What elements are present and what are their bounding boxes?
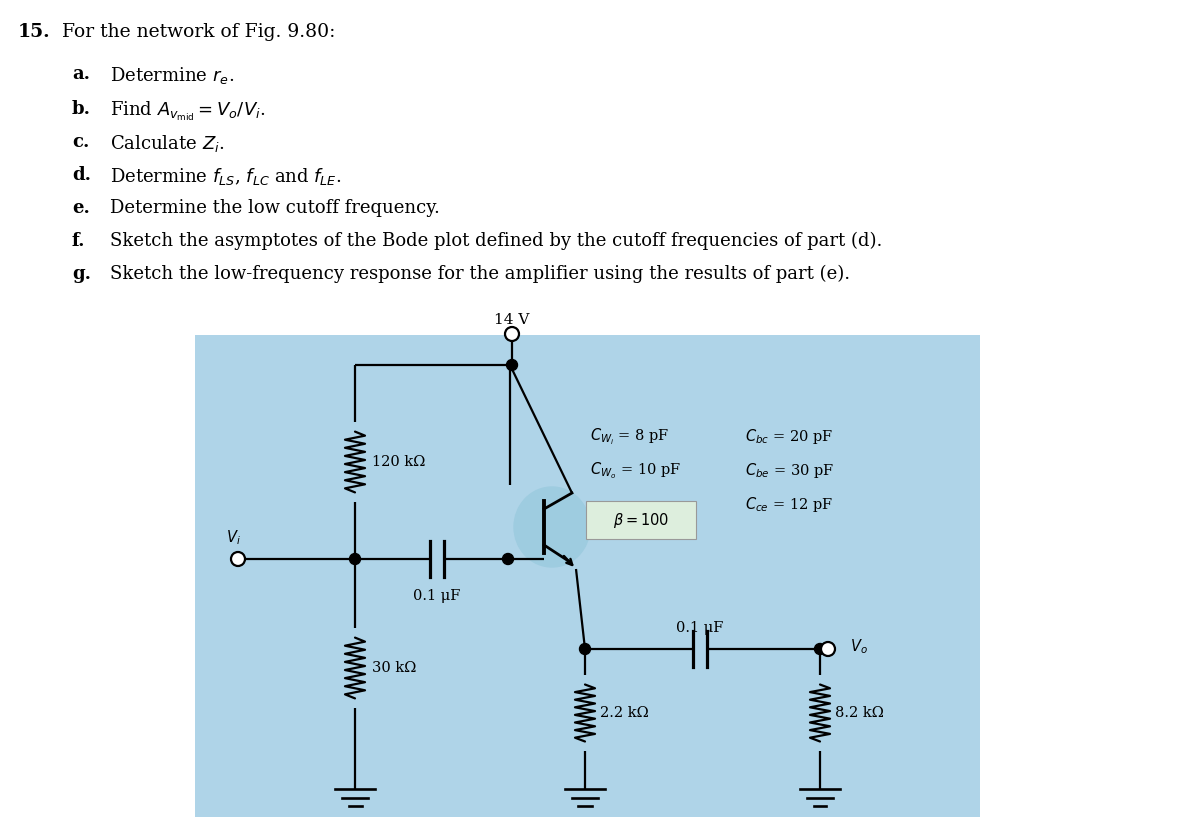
Text: Determine $f_{LS}$, $f_{LC}$ and $f_{LE}$.: Determine $f_{LS}$, $f_{LC}$ and $f_{LE}… — [110, 166, 342, 187]
Text: 8.2 kΩ: 8.2 kΩ — [835, 706, 884, 720]
Text: 14 V: 14 V — [494, 313, 529, 327]
Text: $C_{bc}$ = 20 pF: $C_{bc}$ = 20 pF — [745, 428, 834, 447]
Circle shape — [503, 553, 514, 565]
Text: d.: d. — [72, 166, 91, 184]
Text: 30 kΩ: 30 kΩ — [372, 661, 416, 675]
Circle shape — [505, 327, 520, 341]
Text: For the network of Fig. 9.80:: For the network of Fig. 9.80: — [62, 23, 335, 41]
Text: Sketch the low-frequency response for the amplifier using the results of part (e: Sketch the low-frequency response for th… — [110, 265, 850, 284]
Text: c.: c. — [72, 133, 89, 151]
Text: b.: b. — [72, 100, 91, 118]
Text: a.: a. — [72, 65, 90, 83]
Text: Find $A_{v_{\mathrm{mid}}} = V_o/V_i$.: Find $A_{v_{\mathrm{mid}}} = V_o/V_i$. — [110, 100, 265, 123]
Text: f.: f. — [72, 232, 85, 250]
Text: $C_{W_i}$ = 8 pF: $C_{W_i}$ = 8 pF — [590, 427, 670, 447]
Text: 15.: 15. — [18, 23, 50, 41]
Text: $C_{ce}$ = 12 pF: $C_{ce}$ = 12 pF — [745, 495, 833, 514]
Circle shape — [506, 360, 517, 370]
Text: Determine $r_e$.: Determine $r_e$. — [110, 65, 234, 86]
Text: 0.1 μF: 0.1 μF — [413, 589, 461, 603]
Text: g.: g. — [72, 265, 91, 283]
Text: $V_o$: $V_o$ — [850, 638, 868, 657]
Circle shape — [580, 643, 590, 654]
Text: $V_i$: $V_i$ — [226, 528, 240, 547]
Text: $\beta = 100$: $\beta = 100$ — [613, 510, 670, 529]
Text: $C_{be}$ = 30 pF: $C_{be}$ = 30 pF — [745, 461, 834, 480]
Text: Calculate $Z_i$.: Calculate $Z_i$. — [110, 133, 224, 154]
Circle shape — [815, 643, 826, 654]
Text: e.: e. — [72, 199, 90, 217]
Text: Sketch the asymptotes of the Bode plot defined by the cutoff frequencies of part: Sketch the asymptotes of the Bode plot d… — [110, 232, 882, 251]
Text: 2.2 kΩ: 2.2 kΩ — [600, 706, 649, 720]
Ellipse shape — [514, 487, 590, 567]
Circle shape — [230, 552, 245, 566]
Text: 0.1 μF: 0.1 μF — [677, 621, 724, 635]
Text: 120 kΩ: 120 kΩ — [372, 455, 425, 469]
Circle shape — [349, 553, 360, 565]
Text: $C_{W_o}$ = 10 pF: $C_{W_o}$ = 10 pF — [590, 461, 682, 481]
Text: Determine the low cutoff frequency.: Determine the low cutoff frequency. — [110, 199, 440, 217]
FancyBboxPatch shape — [586, 501, 696, 539]
Circle shape — [821, 642, 835, 656]
FancyBboxPatch shape — [194, 335, 980, 817]
